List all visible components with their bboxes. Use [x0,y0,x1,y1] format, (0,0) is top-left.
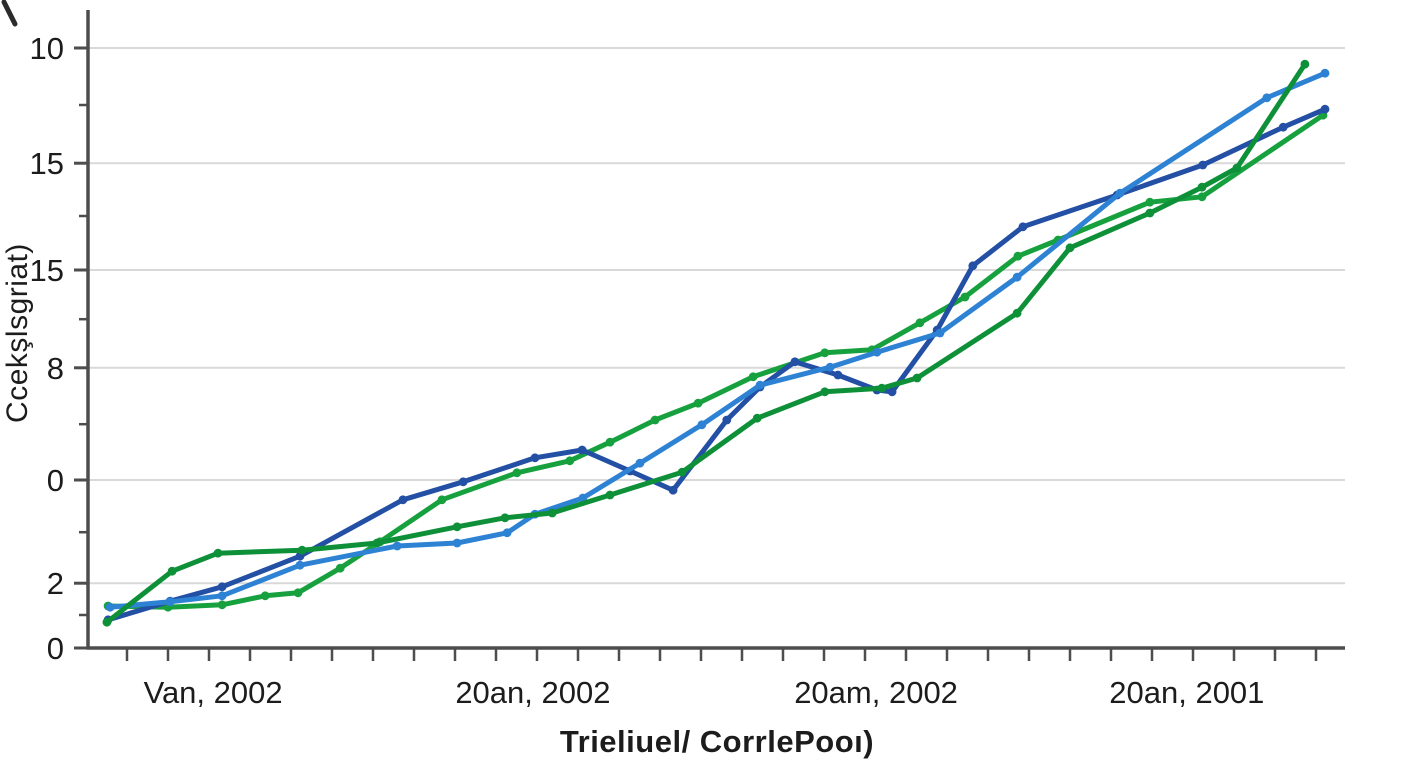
series-marker-green-steep-start [167,566,177,576]
y-tick-label: 0 [47,631,64,666]
series-line-green-steep-start [104,61,1308,625]
series-marker-green-steep-start [500,513,510,523]
y-tick-label: 15 [30,253,64,288]
series-marker-light-blue [935,328,945,338]
series-marker-navy [668,485,678,495]
series-marker-green-steep-start [912,373,922,383]
series-marker-green-steep-start [605,490,615,500]
series-marker-light-blue [502,528,512,538]
series-marker-navy [1018,222,1028,232]
y-tick-label: 8 [47,351,64,386]
y-tick-label: 15 [30,146,64,181]
series-marker-light-blue [635,458,645,468]
series-marker-navy [833,370,843,380]
series-marker-light-blue [755,380,765,390]
y-axis-title: Ccekşlsgriat) [1,243,34,423]
y-tick-label: 0 [47,463,64,498]
series-marker-navy [458,477,468,487]
x-tick-label: 20an, 2001 [1109,675,1264,710]
series-marker-green-steep-start [752,413,762,423]
series-marker-green-steep-start [1065,243,1075,253]
series-marker-green-flat-start [960,292,970,302]
x-tick-label: Van, 2002 [144,675,283,710]
series-marker-navy [217,582,227,592]
series-marker-light-blue [1012,272,1022,282]
series-marker-light-blue [392,541,402,551]
series-line-navy [105,106,1328,623]
series-marker-light-blue [1320,68,1330,78]
series-marker-green-flat-start [565,456,575,466]
series-marker-green-steep-start [1300,59,1310,69]
series-marker-green-steep-start [677,467,687,477]
series-marker-navy [530,453,540,463]
series-marker-light-blue [217,591,227,601]
series-marker-green-steep-start [820,387,830,397]
series-marker-light-blue [452,538,462,548]
series-marker-green-flat-start [650,415,660,425]
x-tick-label: 20an, 2002 [455,675,610,710]
series-marker-navy [887,387,897,397]
series-marker-light-blue [165,597,175,607]
series-marker-green-steep-start [102,617,112,627]
series-marker-navy [1198,160,1208,170]
series-marker-light-blue [1262,93,1272,103]
series-marker-navy [1320,104,1330,114]
series-marker-green-steep-start [452,522,462,532]
series-marker-light-blue [295,560,305,570]
series-marker-green-steep-start [1145,208,1155,218]
series-marker-navy [968,261,978,271]
series-line-light-blue [107,70,1328,610]
x-axis-title: Trieliuel/ CorrlePooı) [559,724,875,759]
series-marker-green-flat-start [748,372,758,382]
series-marker-green-flat-start [915,318,925,328]
series-marker-navy [1278,122,1288,132]
series-marker-green-flat-start [1013,251,1023,261]
series-marker-green-flat-start [605,437,615,447]
y-tick-label: 2 [47,566,64,601]
series-marker-light-blue [872,347,882,357]
series-marker-green-steep-start [1197,182,1207,192]
series-marker-green-flat-start [820,348,830,358]
series-marker-navy [790,357,800,367]
series-marker-light-blue [105,602,115,612]
series-marker-green-steep-start [547,508,557,518]
series-marker-green-steep-start [213,548,223,558]
series-marker-green-steep-start [297,545,307,555]
x-tick-label: 20am, 2002 [794,675,958,710]
series-marker-navy [398,495,408,505]
series-marker-light-blue [825,362,835,372]
series-marker-green-flat-start [693,398,703,408]
series-marker-navy [577,445,587,455]
series-marker-green-steep-start [1232,163,1242,173]
y-tick-label: 10 [30,31,64,66]
series-marker-light-blue [697,420,707,430]
series-marker-green-flat-start [335,563,345,573]
series-marker-green-flat-start [260,591,270,601]
series-marker-light-blue [1115,188,1125,198]
series-marker-navy [722,415,732,425]
series-marker-green-flat-start [512,468,522,478]
corner-artifact [1,0,18,27]
series-marker-green-flat-start [437,495,447,505]
series-marker-green-steep-start [372,538,382,548]
series-marker-green-flat-start [293,588,303,598]
series-marker-green-steep-start [877,383,887,393]
series-marker-green-flat-start [1145,197,1155,207]
series-marker-green-flat-start [1197,192,1207,202]
series-marker-green-steep-start [1012,308,1022,318]
series-marker-green-flat-start [217,600,227,610]
